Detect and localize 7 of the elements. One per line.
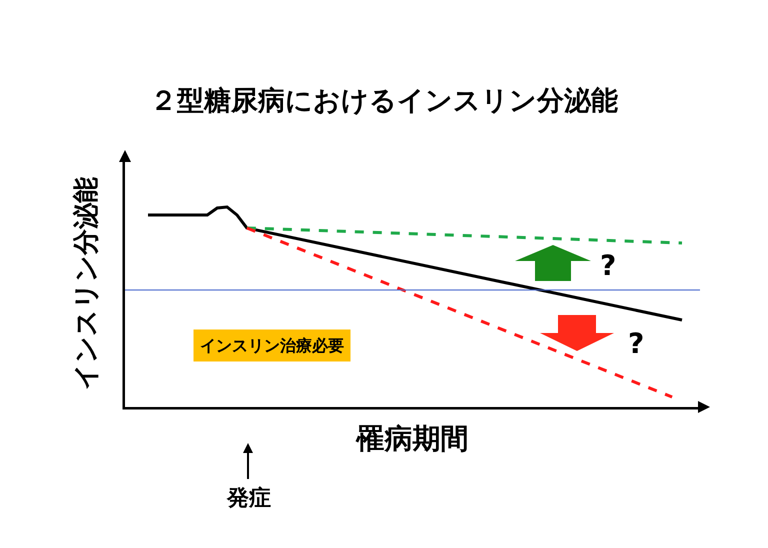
annotation: ? — [600, 249, 616, 282]
y-axis-title: インスリン分泌能 — [72, 177, 102, 390]
x-axis-title: 罹病期間 — [356, 422, 468, 455]
chart-title: ２型糖尿病におけるインスリン分泌能 — [150, 85, 618, 116]
annotation: ? — [628, 327, 644, 360]
text: 発症 — [226, 486, 271, 511]
annotation: インスリン治療必要 — [200, 336, 344, 355]
